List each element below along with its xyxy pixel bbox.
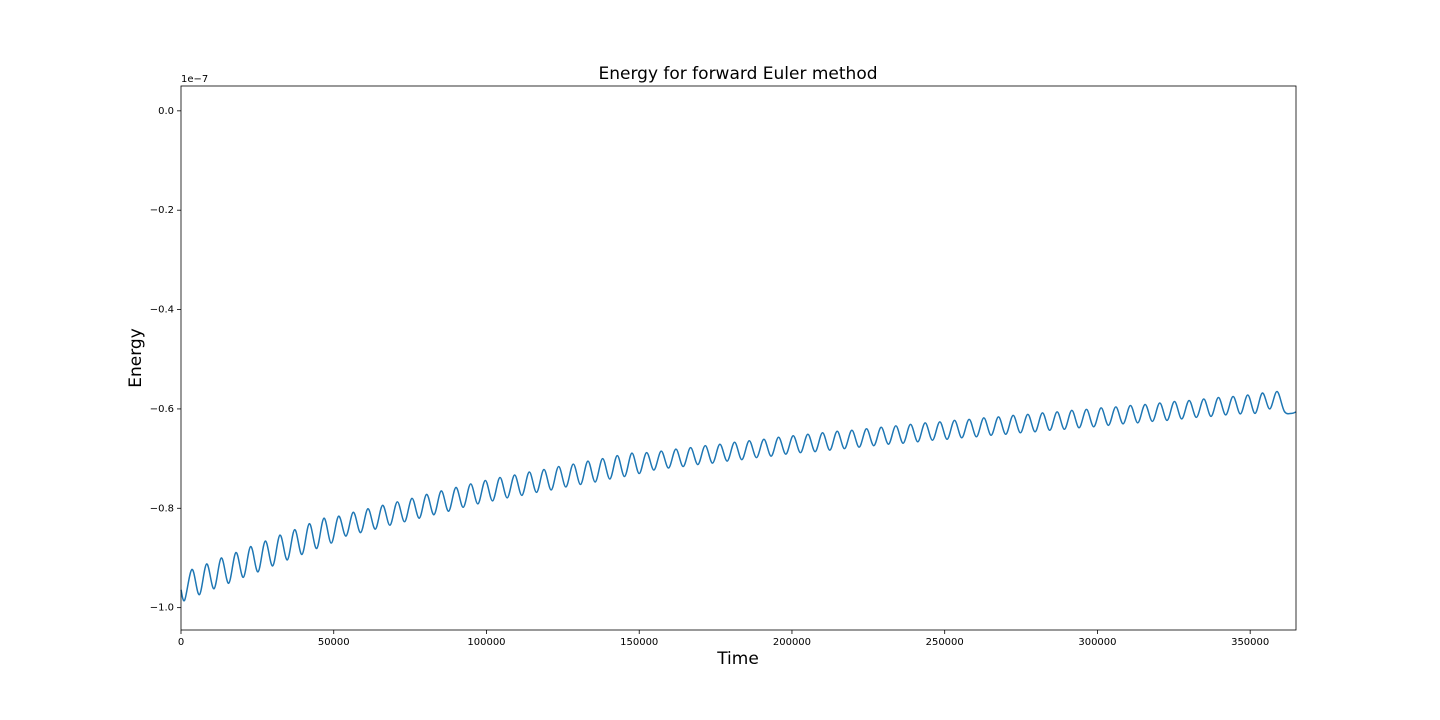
x-axis-label: Time bbox=[716, 649, 759, 669]
y-offset-label: 1e−7 bbox=[181, 74, 208, 85]
x-tick-label: 200000 bbox=[773, 637, 811, 648]
plot-frame bbox=[180, 85, 1297, 631]
y-tick-label: −0.4 bbox=[150, 305, 174, 316]
y-tick-label: 0.0 bbox=[158, 106, 174, 117]
x-tick-label: 0 bbox=[178, 637, 184, 648]
x-tick-label: 50000 bbox=[318, 637, 350, 648]
chart-title: Energy for forward Euler method bbox=[598, 64, 877, 84]
x-tick-label: 350000 bbox=[1231, 637, 1269, 648]
y-tick-label: −1.0 bbox=[150, 603, 174, 614]
x-tick-label: 250000 bbox=[926, 637, 964, 648]
data-line bbox=[180, 390, 1297, 602]
x-tick-label: 100000 bbox=[467, 637, 505, 648]
y-tick-label: −0.2 bbox=[150, 205, 174, 216]
y-axis-label: Energy bbox=[126, 328, 146, 388]
y-tick-label: −0.6 bbox=[150, 404, 174, 415]
y-tick-label: −0.8 bbox=[150, 503, 174, 514]
x-tick-label: 150000 bbox=[620, 637, 658, 648]
x-tick-label: 300000 bbox=[1078, 637, 1116, 648]
